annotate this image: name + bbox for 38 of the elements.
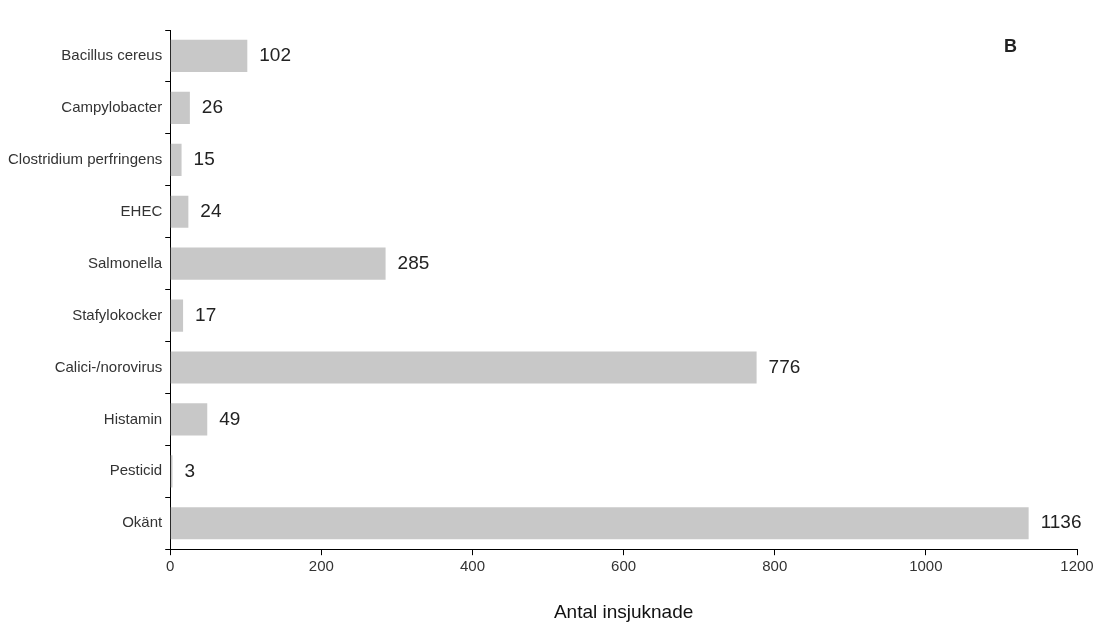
y-tick-label: Bacillus cereus [61, 46, 163, 64]
y-tick-label: Pesticid [109, 461, 163, 479]
data-label: 285 [397, 251, 430, 273]
x-tick-label: 1000 [909, 557, 943, 575]
y-tick-label: Calici-/norovirus [54, 357, 163, 375]
bar [170, 143, 182, 176]
x-tick-label: 400 [459, 557, 485, 575]
bar [170, 91, 190, 124]
x-tick-label: 800 [762, 557, 788, 575]
y-tick-label: EHEC [120, 201, 163, 219]
data-label: 3 [184, 459, 196, 481]
data-label: 49 [219, 407, 241, 429]
x-tick-label: 200 [308, 557, 334, 575]
y-tick-label: Campylobacter [61, 98, 163, 116]
y-tick-label: Clostridium perfringens [7, 149, 163, 167]
bar [170, 507, 1029, 540]
data-label: 776 [768, 355, 801, 377]
x-tick-label: 0 [166, 557, 175, 575]
bar [170, 299, 184, 332]
data-label: 17 [195, 303, 217, 325]
bar [170, 351, 757, 384]
x-tick-label: 1200 [1060, 557, 1094, 575]
y-tick-label: Histamin [103, 409, 163, 427]
x-axis-title: Antal insjuknade [553, 600, 694, 622]
data-label: 24 [200, 199, 222, 221]
x-tick-label: 600 [611, 557, 637, 575]
data-label: 1136 [1040, 511, 1082, 533]
y-tick-label: Okänt [122, 513, 164, 531]
bar [170, 39, 248, 73]
bar [170, 247, 386, 280]
data-label: 102 [259, 44, 291, 66]
y-tick-label: Stafylokocker [72, 305, 163, 323]
y-tick-label: Salmonella [88, 253, 163, 271]
data-label: 26 [201, 96, 224, 118]
data-label: 15 [193, 148, 215, 170]
bar [170, 403, 208, 436]
annotation: B [1004, 35, 1017, 56]
bar [170, 195, 189, 228]
